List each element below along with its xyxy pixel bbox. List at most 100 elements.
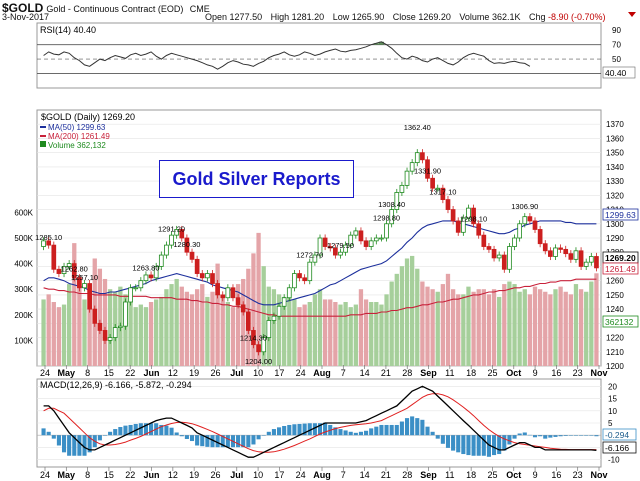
x-axis-label: 24 — [296, 368, 306, 378]
candle-body — [148, 274, 154, 279]
candle-body — [215, 283, 220, 296]
histogram-value: -0.294 — [605, 430, 629, 440]
histogram-value-box — [602, 428, 637, 441]
macd-histogram-bar — [430, 431, 435, 436]
macd-value-box — [602, 441, 637, 454]
volume-bar — [302, 304, 307, 366]
rsi-overbought-fill — [373, 43, 379, 45]
price-annotation: 1308.40 — [378, 200, 405, 209]
candle-body — [491, 248, 497, 259]
macd-histogram-bar — [502, 435, 507, 451]
macd-histogram-bar — [56, 435, 61, 446]
candle-body — [527, 216, 533, 222]
price-annotation: 1280.30 — [173, 240, 200, 249]
macd-histogram-bar — [276, 427, 282, 436]
macd-histogram-bar — [72, 435, 77, 456]
volume-bar — [46, 294, 51, 366]
x-axis-label: 22 — [125, 368, 135, 378]
x-axis-label: 26 — [210, 470, 220, 480]
candle-body — [430, 177, 435, 189]
x-axis-label: 23 — [573, 470, 583, 480]
volume-bar — [461, 294, 466, 366]
volume-bar — [543, 291, 548, 366]
ohlc-summary: Open 1277.50 High 1281.20 Low 1265.90 Cl… — [205, 12, 606, 22]
volume-bar — [256, 232, 261, 366]
price-annotation: 1279.50 — [327, 241, 354, 250]
macd-histogram-bar — [271, 429, 276, 436]
x-axis-label: Jul — [230, 470, 243, 480]
volume-tick-label: 300K — [14, 285, 33, 294]
close-label: Close — [392, 12, 416, 22]
price-tick-label: 1200 — [606, 362, 624, 371]
x-axis-label: 14 — [360, 470, 370, 480]
volume-bar — [594, 273, 599, 366]
volume-label: Volume — [459, 12, 490, 22]
macd-histogram-bar — [568, 435, 573, 436]
macd-histogram-bar — [292, 424, 297, 436]
candle-body — [588, 256, 594, 263]
symbol: $GOLD — [2, 1, 44, 15]
close-value: 1269.20 — [605, 253, 636, 263]
candle-body — [486, 246, 492, 250]
x-axis-label: Sep — [420, 470, 437, 480]
macd-histogram-bar — [573, 435, 579, 436]
macd-histogram-bar — [369, 428, 374, 436]
macd-histogram-bar — [200, 435, 205, 447]
volume-bar — [179, 286, 184, 366]
candle-body — [322, 237, 328, 247]
macd-histogram-bar — [169, 427, 174, 436]
volume-bar — [215, 263, 220, 366]
x-axis-label: 15 — [104, 368, 114, 378]
ma50-legend: MA(50) 1299.63 — [48, 123, 106, 132]
volume-bar — [102, 278, 108, 366]
volume-bar — [425, 286, 430, 366]
macd-histogram-bar — [317, 423, 323, 436]
chg-value: -8.90 (-0.70%) — [548, 12, 606, 22]
candle-body — [548, 250, 553, 257]
volume-bar — [230, 307, 236, 366]
volume-bar — [584, 291, 589, 366]
volume-bar — [128, 302, 133, 366]
macd-histogram-bar — [251, 435, 256, 445]
volume-bar — [394, 273, 399, 366]
macd-histogram-bar — [522, 432, 527, 436]
volume-bar — [61, 304, 67, 366]
macd-histogram-bar — [266, 431, 271, 436]
price-annotation: 1272.70 — [296, 251, 323, 260]
candle-body — [363, 240, 369, 247]
volume-bar — [276, 294, 282, 366]
x-axis-label: 9 — [533, 470, 538, 480]
macd-histogram-bar — [507, 435, 512, 445]
macd-histogram-bar — [159, 424, 164, 436]
candle-body — [189, 251, 195, 260]
volume-bar — [97, 268, 103, 366]
chg-label: Chg — [528, 12, 546, 22]
x-axis-label: Aug — [313, 368, 331, 378]
macd-histogram-bar — [333, 427, 338, 436]
volume-bar — [82, 299, 87, 366]
candle-body — [245, 311, 251, 331]
volume-bar — [420, 281, 425, 366]
symbol-title: $GOLD Gold - Continuous Contract (EOD) CM… — [2, 1, 210, 15]
macd-histogram-bar — [348, 431, 353, 436]
volume-bar — [456, 294, 461, 366]
macd-histogram-bar — [174, 432, 179, 436]
candle-body — [41, 240, 46, 247]
volume-bar — [486, 294, 492, 366]
x-axis-label: 24 — [40, 470, 50, 480]
price-tick-label: 1300 — [606, 220, 624, 229]
ma200-value-box — [602, 262, 639, 275]
macd-histogram-bar — [113, 429, 118, 436]
candle-body — [455, 220, 461, 233]
candle-body — [220, 294, 226, 299]
candle-body — [368, 240, 374, 247]
candle-body — [532, 220, 538, 230]
change-arrow-icon — [628, 12, 636, 17]
candle-body — [501, 254, 507, 270]
price-tick-label: 1240 — [606, 305, 624, 314]
candle-body — [210, 273, 215, 284]
volume-bar — [527, 294, 533, 366]
volume-bar — [573, 284, 579, 366]
candle-body — [92, 308, 98, 324]
volume-bar — [517, 291, 522, 366]
